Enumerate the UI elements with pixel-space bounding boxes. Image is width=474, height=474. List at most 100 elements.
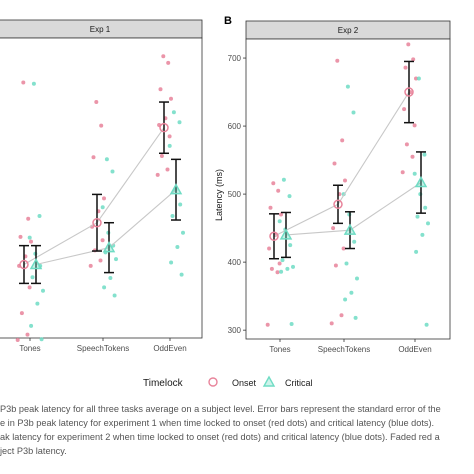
panel-exp2: B Exp 2 Latency (ms) Tones SpeechTokens Od…	[214, 15, 451, 354]
data-point-onset	[158, 87, 163, 92]
data-point-critical	[100, 205, 105, 210]
x-tick-label: Tones	[19, 344, 40, 353]
figure-caption: P3b peak latency for all three tasks ave…	[0, 402, 474, 458]
data-point-onset	[99, 123, 104, 128]
data-point-critical	[37, 214, 42, 218]
x-tick-label: Tones	[269, 345, 290, 354]
data-point-onset	[335, 58, 340, 63]
data-point-onset	[91, 155, 96, 160]
data-point-critical	[277, 219, 282, 224]
data-point-critical	[114, 257, 118, 262]
panel-exp1: Exp 1 Tones SpeechTokens OddEven	[0, 19, 203, 353]
data-point-critical	[112, 293, 117, 298]
data-point-critical	[343, 297, 348, 302]
data-point-onset	[88, 263, 93, 268]
data-point-onset	[400, 170, 405, 175]
data-point-onset	[159, 154, 164, 158]
data-point-critical	[169, 260, 174, 265]
y-tick-label: 500	[228, 190, 242, 199]
data-point-critical	[423, 205, 428, 210]
data-point-onset	[94, 100, 99, 104]
data-point-onset	[275, 270, 280, 275]
data-point-critical	[41, 288, 45, 293]
data-point-onset	[277, 261, 282, 266]
data-point-onset	[267, 246, 272, 251]
strip-title-exp2: Exp 2	[338, 26, 359, 35]
x-tick-label: SpeechTokens	[77, 344, 129, 353]
y-tick-label: 400	[228, 258, 242, 267]
x-tick-label: OddEven	[398, 345, 431, 354]
data-point-onset	[26, 216, 31, 221]
mean-marker-critical	[102, 241, 116, 253]
data-point-critical	[345, 84, 350, 89]
caption-line: ject P3b latency.	[0, 446, 67, 456]
data-point-onset	[333, 263, 338, 268]
data-point-critical	[167, 143, 172, 148]
data-point-onset	[331, 226, 336, 231]
data-point-onset	[402, 107, 407, 112]
data-point-onset	[161, 54, 166, 59]
data-point-critical	[414, 249, 419, 254]
mean-marker-onset	[333, 199, 343, 210]
data-point-onset	[21, 80, 26, 85]
caption-line: e in P3b peak latency for experiment 1 w…	[0, 418, 435, 428]
data-point-onset	[329, 321, 334, 326]
mean-marker-onset	[92, 217, 102, 228]
data-point-onset	[343, 178, 347, 183]
data-point-onset	[102, 196, 106, 201]
data-point-critical	[424, 322, 429, 327]
data-point-onset	[25, 332, 30, 337]
mean-marker-critical	[29, 257, 43, 270]
data-point-critical	[344, 261, 349, 266]
mean-marker-critical	[414, 175, 428, 188]
data-point-onset	[271, 181, 276, 186]
data-point-onset	[403, 65, 408, 70]
x-tick-label: SpeechTokens	[318, 345, 370, 354]
data-point-critical	[104, 157, 109, 162]
data-point-critical	[279, 269, 284, 274]
mean-marker-critical	[343, 223, 357, 235]
data-point-critical	[110, 169, 115, 174]
data-point-onset	[412, 123, 417, 128]
panel-letter-b: B	[224, 15, 232, 27]
data-point-onset	[279, 212, 283, 217]
data-point-critical	[108, 276, 113, 280]
data-point-onset	[332, 161, 337, 166]
legend-onset-circle-icon	[208, 377, 218, 387]
y-tick-label: 700	[228, 54, 242, 63]
plot-area-exp1	[0, 37, 203, 339]
data-point-onset	[341, 246, 346, 251]
data-point-critical	[102, 285, 107, 290]
data-point-onset	[414, 76, 418, 81]
legend-item-critical: Critical	[262, 375, 313, 388]
y-axis-title-exp2: Latency (ms)	[214, 169, 224, 221]
data-point-onset	[29, 239, 33, 244]
legend-label-critical: Critical	[285, 378, 313, 388]
data-point-critical	[39, 337, 44, 342]
data-point-onset	[339, 313, 344, 318]
mean-marker-onset	[269, 231, 279, 242]
data-point-critical	[175, 245, 180, 249]
data-point-onset	[410, 154, 415, 159]
data-point-onset	[265, 322, 270, 327]
data-point-critical	[291, 264, 295, 269]
mean-marker-onset	[159, 122, 169, 133]
mean-marker-onset	[19, 259, 29, 270]
data-point-onset	[169, 96, 173, 101]
data-point-critical	[352, 239, 357, 244]
x-tick-label: OddEven	[153, 344, 186, 353]
data-point-critical	[30, 275, 35, 280]
legend-label-onset: Onset	[232, 378, 257, 388]
data-point-onset	[15, 338, 20, 342]
data-point-onset	[155, 172, 160, 177]
figure: Exp 1 Tones SpeechTokens OddEven B Exp 2 L…	[0, 15, 451, 389]
data-point-critical	[177, 120, 182, 125]
data-point-critical	[420, 232, 425, 237]
data-point-critical	[289, 322, 294, 326]
data-point-critical	[412, 171, 417, 176]
data-point-critical	[351, 110, 356, 115]
data-point-critical	[416, 76, 421, 81]
y-tick-label: 300	[228, 326, 242, 335]
legend: Timelock Onset Critical	[143, 375, 313, 389]
data-point-critical	[355, 276, 359, 281]
